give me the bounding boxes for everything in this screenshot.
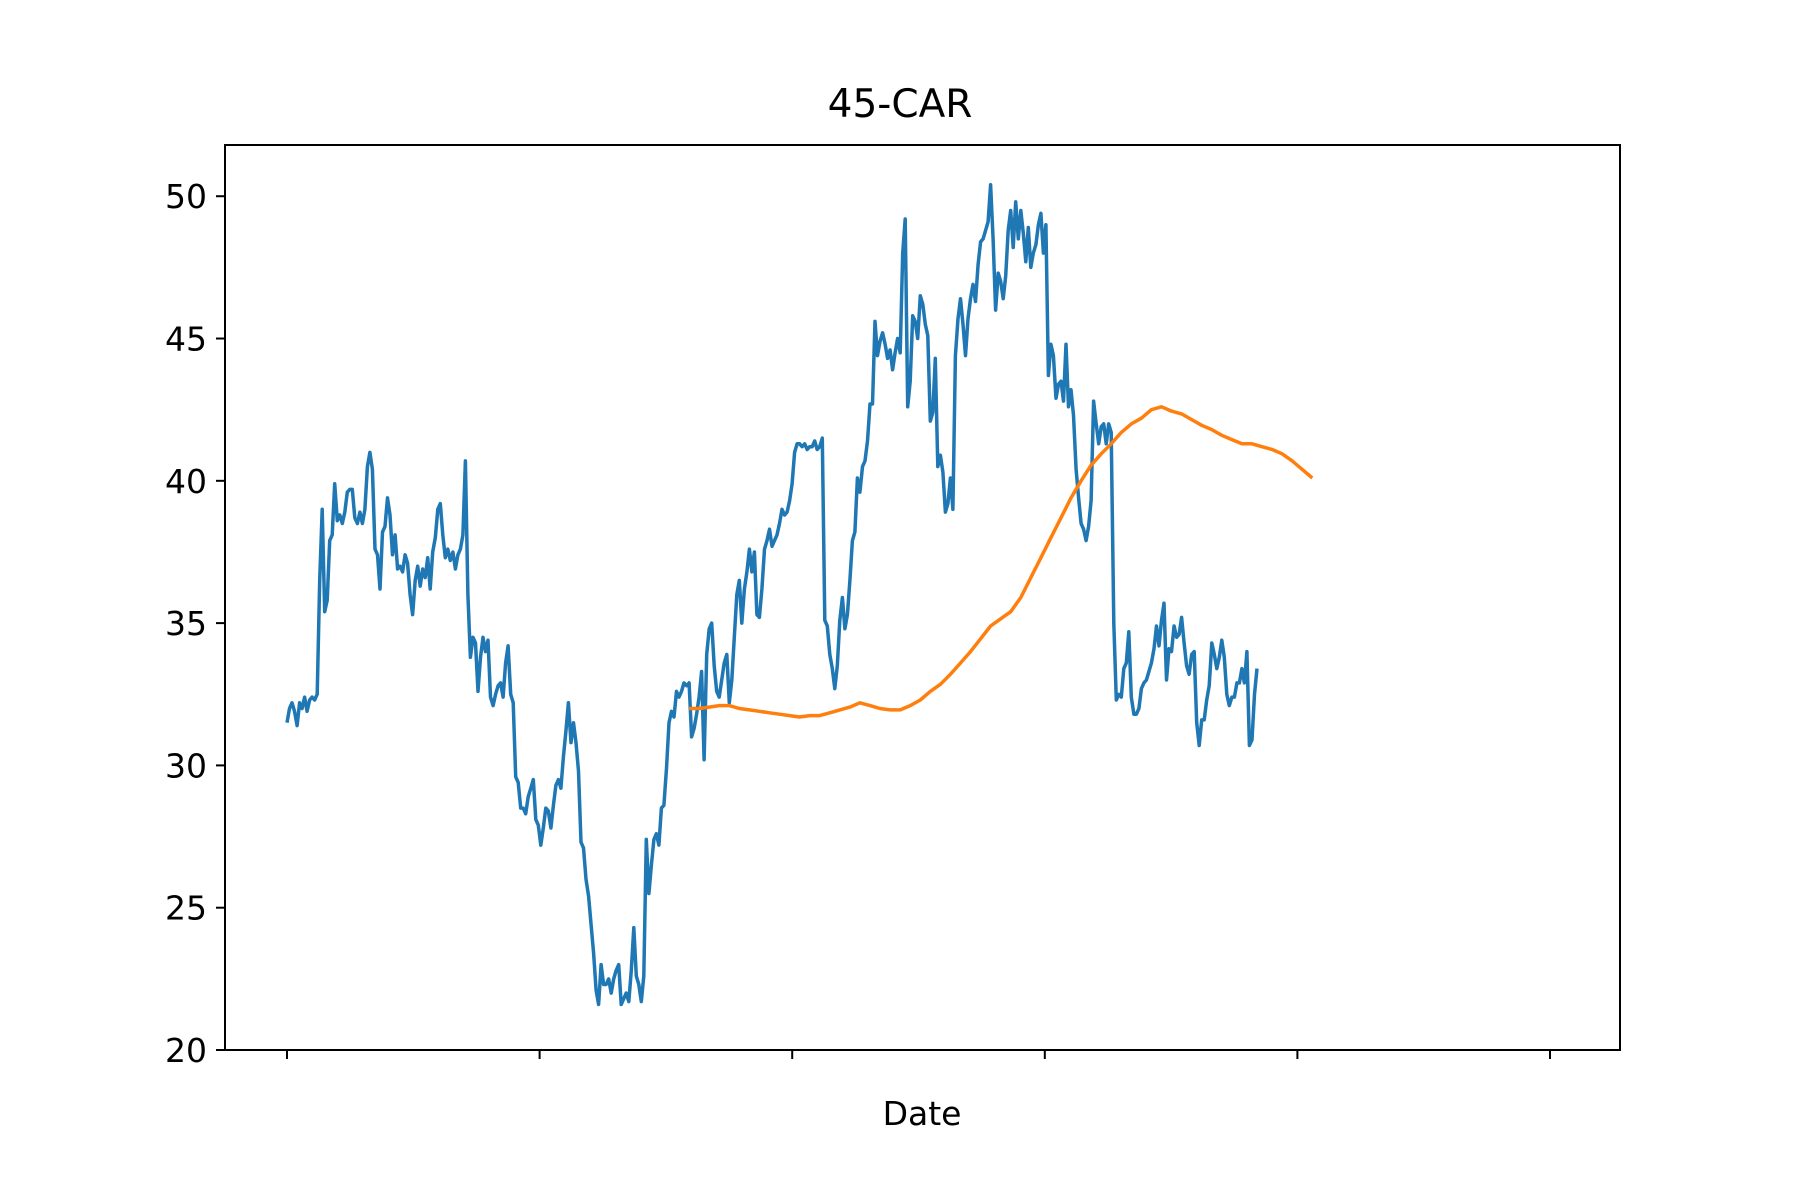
series-line-2 bbox=[689, 405, 1314, 719]
chart-title: 45-CAR bbox=[828, 82, 973, 127]
y-tick-label: 20 bbox=[165, 1031, 207, 1070]
y-tick-label: 40 bbox=[165, 462, 207, 501]
y-tick-label: 30 bbox=[165, 746, 207, 785]
y-tick-label: 35 bbox=[165, 604, 207, 643]
y-tick-label: 45 bbox=[165, 320, 207, 359]
series-layer bbox=[285, 183, 1314, 1007]
x-axis bbox=[286, 1050, 1551, 1059]
y-tick-label: 50 bbox=[165, 177, 207, 216]
x-axis-label: Date bbox=[883, 1094, 962, 1133]
y-tick-label: 25 bbox=[165, 889, 207, 928]
series-line-1 bbox=[285, 183, 1259, 1007]
y-axis: 20 25 30 35 40 45 50 bbox=[165, 177, 225, 1070]
plot-frame bbox=[224, 144, 1621, 1051]
